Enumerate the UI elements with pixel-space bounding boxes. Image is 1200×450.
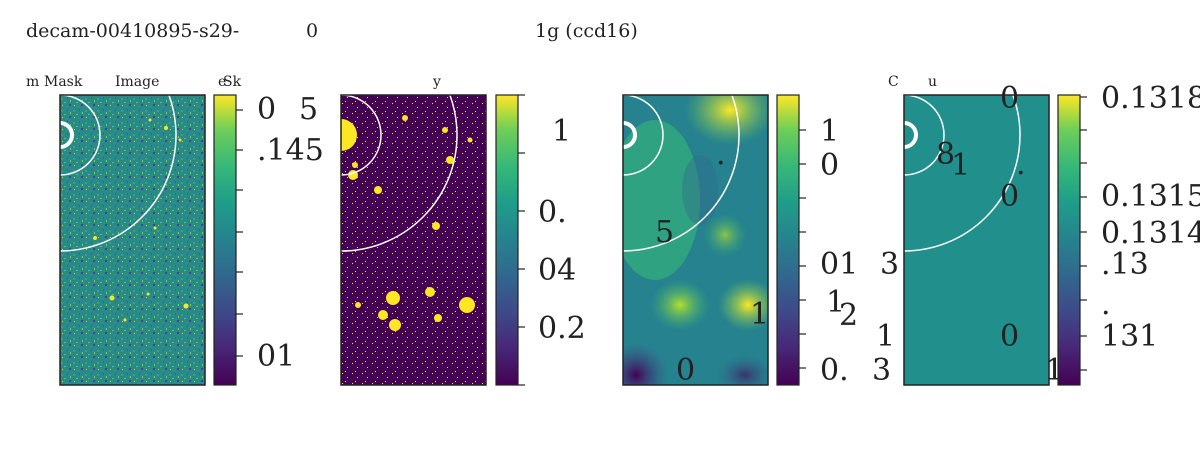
colorbar-1 (213, 94, 243, 386)
colorbar-4-tick-label: 0.1318 (1101, 81, 1200, 116)
panel-4-label: 1 (951, 148, 971, 183)
panel-4-label: 0 (1000, 179, 1020, 214)
colorbar-3-tick-label: 1 (820, 114, 840, 149)
panel-1-image (60, 95, 205, 385)
colorbar-4-tick-label: 131 (1101, 319, 1159, 354)
figure-title-part-3: 1g (ccd16) (535, 20, 638, 42)
colorbar-3-tick-label: 2 (839, 298, 859, 333)
colorbar-4 (1057, 94, 1087, 386)
panel-4-label: . (1016, 147, 1026, 182)
panel-3-image (623, 95, 768, 385)
figure-title-part-1: decam-00410895-s29- (26, 20, 240, 42)
colorbar-3-tick-label: 3 (880, 247, 900, 282)
colorbar-2-tick-label: 1 (552, 114, 572, 149)
colorbar-4-tick-label: . (1101, 287, 1111, 322)
panel-3-label: 5 (655, 215, 675, 250)
colorbar-2-tick-label: 0.2 (538, 311, 586, 346)
colorbar-3-tick-label: 01 (820, 247, 859, 282)
panel-4-image (904, 95, 1049, 385)
colorbar-1-tick-label: 01 (257, 339, 296, 374)
panel-2-title-fragment-y: y (433, 74, 441, 90)
colorbar-2-tick-label: 04 (538, 253, 577, 288)
panel-3-frame (622, 94, 769, 386)
panel-1-title-fragment-e: e (218, 74, 227, 90)
panel-3-label: . (716, 137, 726, 172)
panel-4-title-fragment-u: u (928, 74, 938, 90)
colorbar-4-tick-label: .13 (1101, 247, 1149, 282)
panel-4-frame (903, 94, 1050, 386)
colorbar-3 (776, 94, 806, 386)
colorbar-2 (495, 94, 525, 386)
colorbar-2-tick-label: 0. (538, 195, 567, 230)
panel-2-frame (340, 94, 487, 386)
panel-4-label: 1 (1045, 353, 1065, 388)
colorbar-1-tick-label: 5 (299, 92, 319, 127)
panel-4-label: 1 (876, 319, 896, 354)
colorbar-4-tick-label: 0.1315 (1101, 179, 1200, 214)
panel-4-label: 8 (936, 137, 956, 172)
colorbar-3-tick-label: 0 (820, 148, 840, 183)
figure-title-part-2: 0 (306, 20, 319, 42)
colorbar-3-tick-label: 0. (820, 353, 849, 388)
colorbar-3-tick-label: 1 (826, 285, 846, 320)
colorbar-1-tick-label: .145 (257, 133, 324, 168)
panel-1-frame (59, 94, 206, 386)
panel-4-title-fragment-c: C (888, 74, 899, 90)
panel-1-title-fragment-image: Image (115, 74, 160, 90)
panel-3-label: 1 (750, 297, 770, 332)
panel-1-title-fragment-mask: Mask (44, 74, 83, 90)
panel-1-title-fragment-m: m (26, 74, 40, 90)
panel-2-image (341, 95, 486, 385)
panel-3-label: 0 (676, 353, 696, 388)
colorbar-4-tick-label: 0.1314 (1101, 216, 1200, 251)
panel-4-label: 0 (1000, 81, 1020, 116)
panel-4-label: 0 (1000, 319, 1020, 354)
colorbar-3-tick-label: 3 (872, 353, 892, 388)
panel-1-title-fragment-sk: Sk (223, 74, 242, 90)
colorbar-1-tick-label: 0 (257, 92, 277, 127)
